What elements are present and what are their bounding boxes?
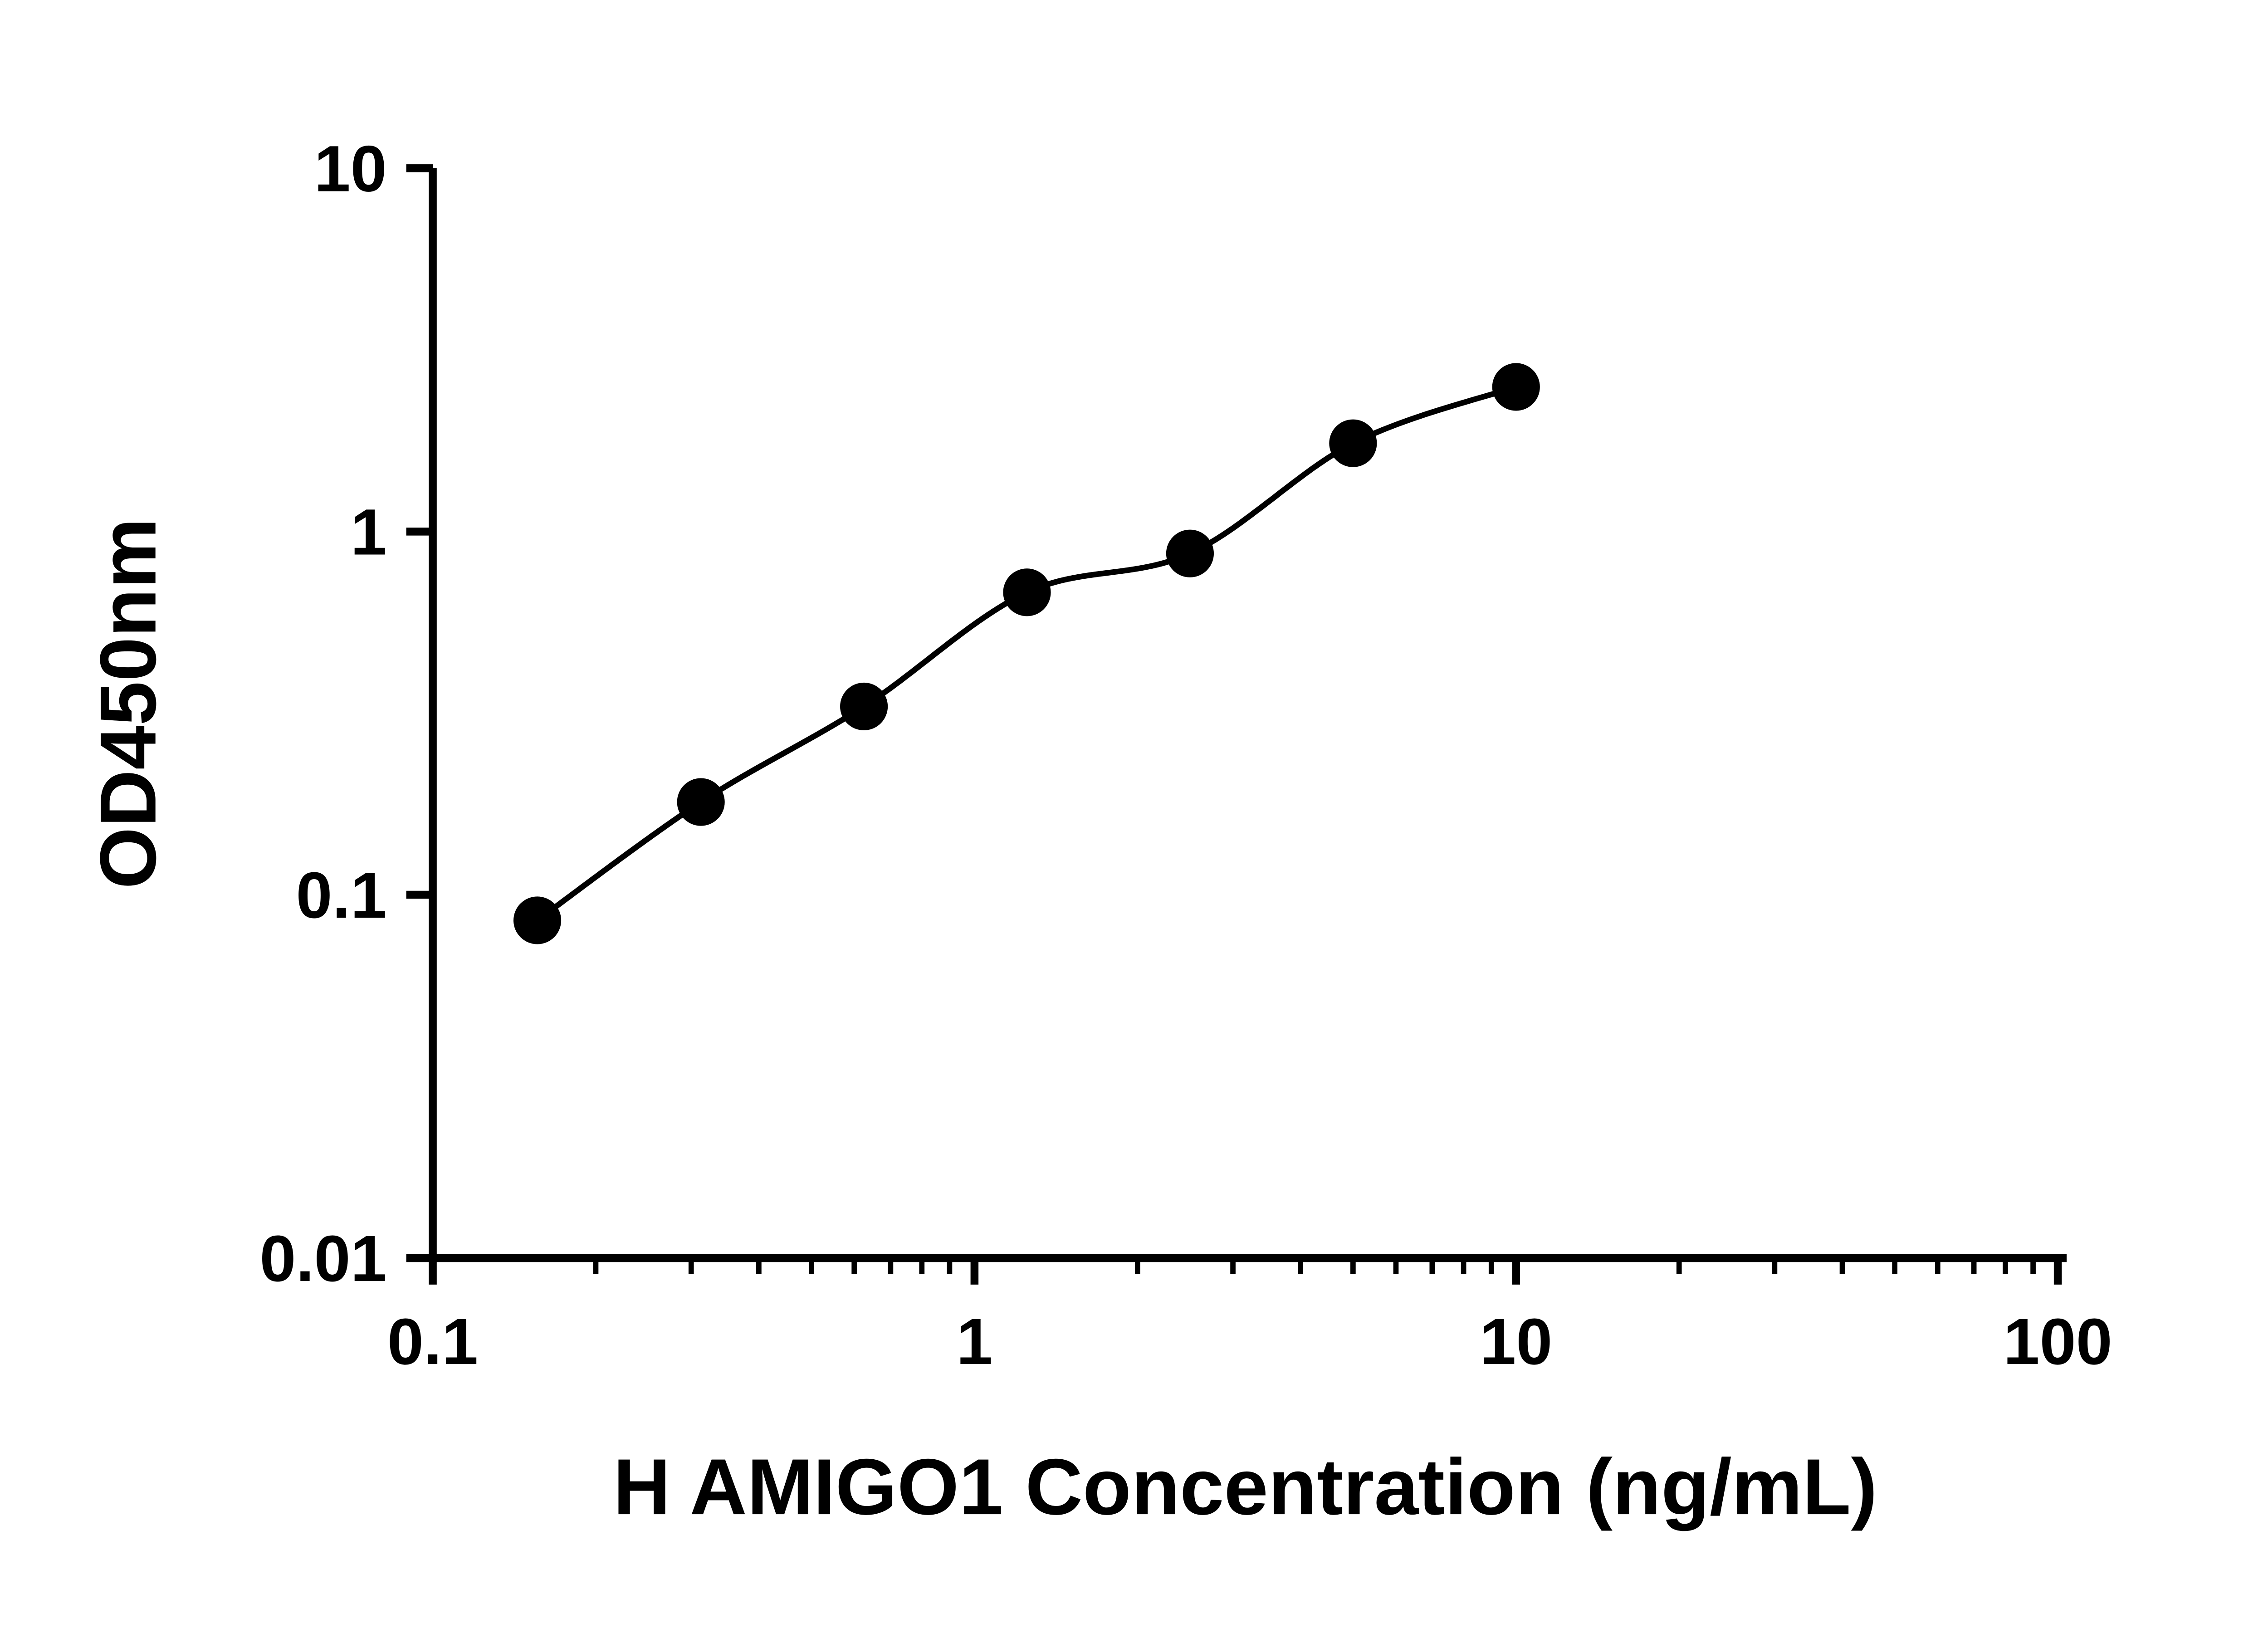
y-tick-label: 0.01 — [259, 1222, 386, 1295]
x-tick-label: 10 — [1480, 1305, 1552, 1378]
y-axis-title: OD450nm — [84, 518, 173, 889]
fit-curve — [534, 384, 1519, 924]
x-tick-label: 1 — [956, 1305, 992, 1378]
data-point — [1166, 529, 1214, 577]
y-tick-label: 1 — [351, 496, 387, 569]
data-point — [513, 896, 562, 944]
x-tick-label: 100 — [2003, 1305, 2112, 1378]
data-point — [840, 682, 888, 730]
data-point — [1492, 363, 1540, 411]
data-point — [677, 778, 725, 826]
data-point — [1003, 568, 1051, 616]
data-points-layer — [513, 363, 1540, 944]
x-axis-title: H AMIGO1 Concentration (ng/mL) — [613, 1442, 1877, 1531]
fit-curve-layer — [534, 384, 1519, 924]
data-point — [1329, 419, 1377, 467]
y-tick-label: 10 — [314, 132, 387, 205]
y-tick-label: 0.1 — [296, 859, 387, 932]
axis-spines — [429, 168, 2067, 1262]
x-tick-label: 0.1 — [387, 1305, 478, 1378]
